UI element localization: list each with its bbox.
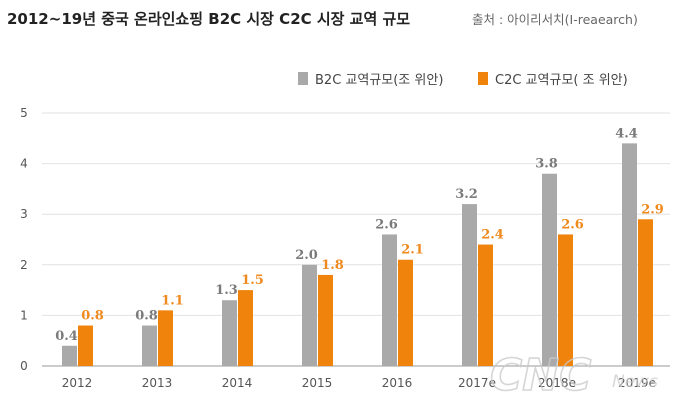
x-tick-label: 2015 (302, 376, 333, 390)
data-label-c2c: 2.6 (561, 217, 584, 232)
data-label-c2c: 1.8 (321, 258, 344, 273)
data-label-b2c: 1.3 (215, 283, 238, 298)
watermark-logo: CNC News (489, 349, 658, 402)
legend-label-b2c: B2C 교역규모(조 위안) (315, 73, 443, 88)
data-label-c2c: 1.1 (161, 293, 184, 308)
bar-b2c (462, 204, 477, 366)
bar-c2c (238, 290, 253, 366)
chart-title: 2012~19년 중국 온라인쇼핑 B2C 시장 C2C 시장 교역 규모 (7, 10, 411, 28)
bars (62, 143, 653, 366)
data-label-b2c: 2.0 (295, 248, 318, 263)
legend-label-c2c: C2C 교역규모( 조 위안) (495, 73, 628, 88)
data-label-b2c: 0.8 (135, 309, 158, 324)
bar-b2c (382, 234, 397, 366)
bar-b2c (222, 300, 237, 366)
x-tick-label: 2018e (538, 376, 576, 390)
data-label-b2c: 3.8 (535, 157, 558, 172)
x-tick-label: 2012 (62, 376, 93, 390)
x-tick-label: 2019e (618, 376, 656, 390)
y-tick-label: 2 (20, 258, 28, 272)
bar-b2c (622, 143, 637, 366)
legend-swatch-b2c (298, 72, 308, 85)
y-tick-label: 5 (20, 106, 28, 120)
data-label-c2c: 1.5 (241, 273, 264, 288)
x-tick-label: 2016 (382, 376, 413, 390)
bar-c2c (398, 259, 413, 366)
data-label-b2c: 4.4 (615, 126, 638, 141)
bar-c2c (478, 244, 493, 366)
data-label-b2c: 3.2 (455, 187, 478, 202)
source-note: 출처 : 아이리서치(I-reaearch) (472, 12, 638, 27)
data-label-c2c: 2.9 (641, 202, 664, 217)
bar-c2c (158, 310, 173, 366)
data-label-c2c: 2.1 (401, 243, 424, 258)
bar-c2c (638, 219, 653, 366)
x-tick-label: 2014 (222, 376, 253, 390)
y-tick-labels: 0 1 2 3 4 5 (20, 106, 28, 373)
bar-b2c (302, 264, 317, 366)
y-tick-label: 4 (20, 157, 28, 171)
data-label-c2c: 0.8 (81, 309, 104, 324)
bar-b2c (62, 345, 77, 366)
watermark-sub: News (612, 372, 658, 392)
legend-swatch-c2c (478, 72, 488, 85)
bar-b2c (542, 173, 557, 366)
data-label-b2c: 2.6 (375, 217, 398, 232)
data-labels: 0.40.8 0.81.11.31.52.01.82.62.13.22.43.82… (55, 126, 664, 343)
x-tick-label: 2013 (142, 376, 173, 390)
bar-c2c (78, 325, 93, 366)
watermark-main: CNC (490, 350, 591, 401)
legend: B2C 교역규모(조 위안) C2C 교역규모( 조 위안) (298, 72, 628, 88)
y-tick-label: 1 (20, 308, 28, 322)
y-tick-label: 3 (20, 207, 28, 221)
data-label-c2c: 2.4 (481, 228, 504, 243)
bar-c2c (558, 234, 573, 366)
data-label-b2c: 0.4 (55, 329, 78, 344)
y-tick-label: 0 (20, 359, 28, 373)
bar-b2c (142, 325, 157, 366)
bar-c2c (318, 274, 333, 366)
x-tick-labels: 2012 2013 2014 2015 2016 2017e 2018e 2019e (62, 376, 656, 390)
grid-lines (42, 112, 670, 316)
x-tick-label: 2017e (458, 376, 496, 390)
